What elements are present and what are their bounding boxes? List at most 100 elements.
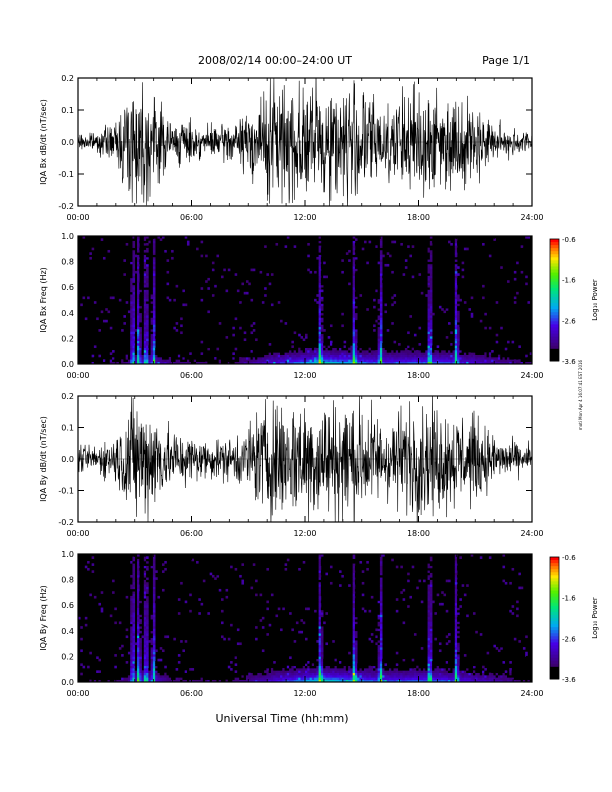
heatmap-cell: [307, 670, 310, 673]
heatmap-cell: [450, 352, 453, 355]
heatmap-cell: [130, 340, 133, 344]
heatmap-cell: [320, 642, 324, 646]
heatmap-cell: [482, 361, 485, 365]
heatmap-cell: [359, 352, 363, 355]
heatmap-cell: [152, 294, 156, 297]
heatmap-cell: [493, 357, 496, 360]
heatmap-cell: [132, 649, 136, 653]
heatmap-cell: [139, 350, 142, 353]
heatmap-cell: [175, 284, 179, 288]
heatmap-cell: [468, 672, 472, 676]
heatmap-cell: [318, 245, 322, 248]
heatmap-cell: [497, 354, 501, 358]
heatmap-cell: [486, 675, 490, 678]
heatmap-cell: [448, 633, 451, 636]
heatmap-cell: [293, 640, 297, 643]
heatmap-cell: [143, 668, 147, 671]
heatmap-cell: [78, 616, 81, 620]
heatmap-cell: [150, 644, 154, 648]
heatmap-cell: [486, 350, 490, 353]
heatmap-cell: [207, 347, 210, 351]
heatmap-cell: [318, 633, 322, 636]
heatmap-cell: [146, 633, 149, 636]
heatmap-cell: [327, 350, 331, 353]
heatmap-cell: [293, 668, 297, 671]
heatmap-cell: [482, 675, 485, 678]
heatmap-cell: [409, 665, 412, 669]
heatmap-cell: [459, 347, 462, 351]
heatmap-cell: [495, 614, 499, 618]
heatmap-cell: [364, 354, 367, 358]
heatmap-cell: [477, 361, 481, 365]
heatmap-cell: [513, 352, 517, 355]
heatmap-cell: [141, 672, 145, 676]
heatmap-cell: [393, 665, 397, 669]
heatmap-cell: [395, 598, 399, 601]
heatmap-cell: [137, 350, 140, 353]
heatmap-cell: [484, 668, 487, 671]
heatmap-cell: [429, 642, 433, 646]
heatmap-cell: [407, 245, 410, 248]
heatmap-cell: [354, 658, 358, 662]
heatmap-cell: [84, 626, 88, 629]
heatmap-cell: [393, 677, 397, 680]
heatmap-cell: [318, 654, 322, 657]
heatmap-cell: [132, 591, 136, 594]
heatmap-cell: [152, 296, 156, 300]
heatmap-cell: [130, 670, 133, 673]
heatmap-cell: [132, 261, 136, 265]
heatmap-cell: [398, 670, 401, 673]
heatmap-cell: [161, 649, 165, 653]
heatmap-cell: [252, 563, 256, 566]
heatmap-cell: [491, 675, 494, 678]
heatmap-cell: [516, 614, 519, 618]
heatmap-cell: [130, 266, 133, 269]
heatmap-cell: [379, 238, 383, 241]
heatmap-cell: [148, 357, 151, 360]
heatmap-cell: [241, 670, 245, 673]
heatmap-cell: [479, 668, 483, 671]
heatmap-cell: [400, 361, 403, 365]
heatmap-cell: [232, 361, 235, 365]
heatmap-cell: [518, 359, 521, 362]
heatmap-cell: [509, 670, 512, 673]
heatmap-cell: [239, 361, 242, 365]
heatmap-cell: [130, 600, 133, 604]
heatmap-cell: [379, 263, 383, 267]
heatmap-cell: [150, 249, 154, 253]
heatmap-cell: [318, 354, 322, 358]
heatmap-cell: [352, 256, 356, 260]
heatmap-cell: [132, 572, 136, 576]
heatmap-cell: [416, 361, 419, 365]
heatmap-cell: [311, 361, 315, 365]
heatmap-cell: [221, 361, 224, 365]
heatmap-cell: [522, 361, 526, 365]
heatmap-cell: [352, 319, 356, 323]
heatmap-cell: [327, 343, 331, 346]
heatmap-cell: [377, 626, 381, 629]
heatmap-cell: [454, 644, 458, 648]
heatmap-cell: [152, 558, 156, 562]
heatmap-cell: [472, 354, 476, 358]
heatmap-cell: [352, 600, 356, 604]
heatmap-cell: [334, 350, 338, 353]
heatmap-cell: [329, 354, 333, 358]
heatmap-cell: [137, 602, 140, 606]
heatmap-cell: [348, 357, 351, 360]
heatmap-cell: [527, 236, 531, 239]
heatmap-cell: [377, 273, 381, 276]
heatmap-cell: [429, 628, 433, 632]
heatmap-cell: [91, 354, 95, 358]
heatmap-cell: [427, 266, 431, 269]
heatmap-cell: [130, 336, 133, 339]
heatmap-cell: [427, 635, 431, 639]
heatmap-cell: [391, 565, 394, 569]
heatmap-cell: [404, 347, 408, 351]
y-tick-label: -0.1: [58, 170, 74, 179]
heatmap-cell: [182, 357, 185, 360]
heatmap-cell: [146, 261, 149, 265]
heatmap-cell: [146, 560, 149, 564]
heatmap-cell: [268, 359, 272, 362]
heatmap-cell: [148, 361, 151, 365]
heatmap-cell: [318, 333, 322, 337]
